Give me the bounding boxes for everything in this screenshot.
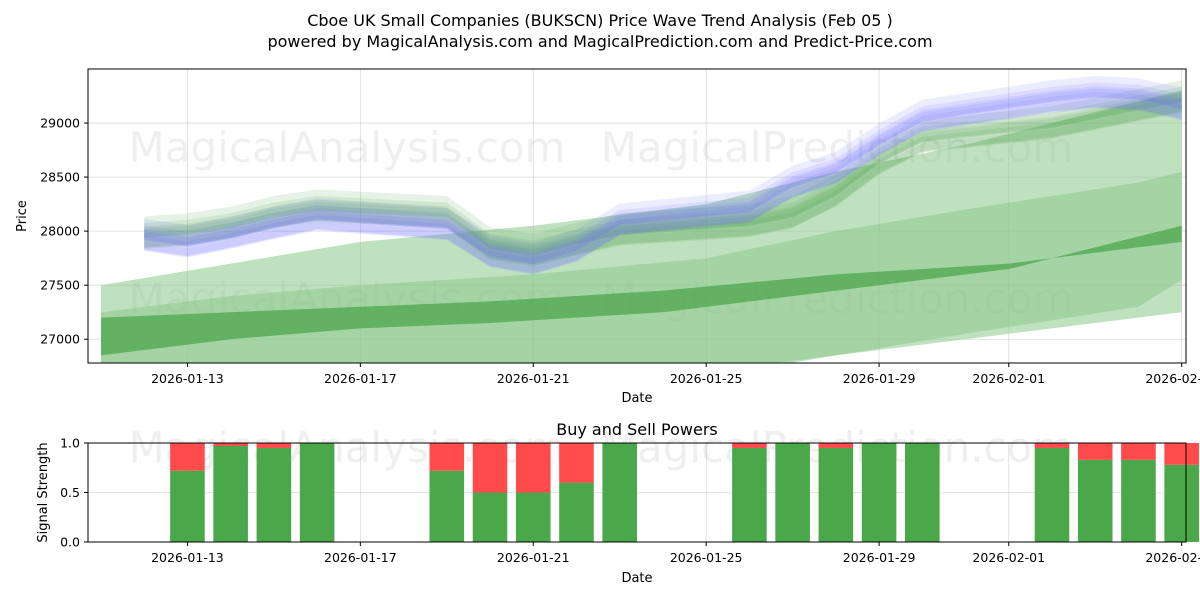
buy-bar (861, 443, 897, 542)
buy-bar (559, 482, 594, 542)
buy-bar (1034, 447, 1070, 542)
buy-bar (1077, 459, 1113, 542)
buy-bar (818, 447, 854, 542)
blue-wave-ribbon (144, 76, 1182, 263)
bottom-panel-title: Buy and Sell Powers (556, 420, 718, 439)
buy-bar (213, 445, 248, 542)
sell-bar (515, 443, 551, 493)
bottom-y-tick-label: 0.5 (60, 485, 80, 500)
green-wave-ribbon (144, 86, 1182, 256)
green-wave-ribbon (144, 103, 1182, 267)
buy-bar (170, 470, 205, 542)
bottom-x-tick-label: 2026-01-21 (497, 550, 570, 565)
sell-bar (1164, 443, 1199, 465)
buy-bar (256, 447, 292, 542)
chart-title: Cboe UK Small Companies (BUKSCN) Price W… (307, 11, 893, 30)
sell-bar (472, 443, 508, 493)
buy-bar (429, 470, 465, 542)
top-x-tick-label: 2026-01-13 (151, 371, 224, 386)
bottom-y-tick-label: 1.0 (60, 436, 80, 451)
bottom-x-tick-label: 2026-02-05 (1145, 550, 1200, 565)
sell-bar (559, 443, 594, 483)
bottom-x-tick-label: 2026-01-17 (324, 550, 397, 565)
chart-subtitle: powered by MagicalAnalysis.com and Magic… (267, 32, 932, 51)
green-wave-ribbon (144, 92, 1182, 256)
blue-wave-ribbon (144, 98, 1182, 275)
bottom-x-tick-label: 2026-01-13 (151, 550, 224, 565)
buy-bar (1121, 459, 1156, 542)
green-wave-ribbon (144, 96, 1182, 266)
top-y-tick-label: 27500 (40, 278, 80, 293)
bottom-x-axis-label: Date (621, 571, 652, 586)
top-x-tick-label: 2026-02-01 (972, 371, 1045, 386)
buy-sell-panel: Buy and Sell PowersMagicalAnalysis.comMa… (36, 420, 1200, 586)
sell-bar (429, 443, 465, 471)
buy-bar (905, 443, 940, 542)
buy-bar (515, 492, 551, 542)
buy-bar (299, 443, 335, 542)
blue-wave-ribbon (144, 92, 1182, 274)
top-y-axis-label: Price (15, 200, 30, 232)
watermark-text: MagicalAnalysis.com (129, 123, 566, 172)
sell-bar (256, 443, 292, 448)
top-x-tick-label: 2026-01-25 (670, 371, 743, 386)
top-y-tick-label: 29000 (40, 116, 80, 131)
top-x-tick-label: 2026-01-29 (843, 371, 916, 386)
buy-bar (775, 443, 810, 542)
buy-bar (602, 443, 637, 542)
blue-wave-ribbon (144, 88, 1182, 265)
top-x-tick-label: 2026-01-21 (497, 371, 570, 386)
bottom-y-axis-label: Signal Strength (36, 442, 51, 542)
sell-bar (1121, 443, 1156, 460)
top-x-tick-label: 2026-02-05 (1145, 371, 1200, 386)
projection-band-3 (101, 225, 1182, 356)
sell-bar (1034, 443, 1070, 448)
bottom-x-tick-label: 2026-02-01 (972, 550, 1045, 565)
top-y-tick-label: 28500 (40, 170, 80, 185)
buy-bar (1164, 464, 1199, 542)
green-wave-ribbon (144, 80, 1182, 255)
sell-bar (732, 443, 767, 448)
top-y-tick-label: 28000 (40, 224, 80, 239)
sell-bar (213, 443, 248, 446)
green-wave-ribbon (144, 90, 1182, 265)
top-x-tick-label: 2026-01-17 (324, 371, 397, 386)
top-axes-frame (87, 68, 1187, 364)
top-x-axis-label: Date (621, 391, 652, 406)
sell-bar (818, 443, 854, 448)
bottom-y-tick-label: 0.0 (60, 535, 80, 550)
bottom-x-tick-label: 2026-01-25 (670, 550, 743, 565)
top-y-tick-label: 27000 (40, 332, 80, 347)
bottom-x-tick-label: 2026-01-29 (843, 550, 916, 565)
buy-bar (732, 447, 767, 542)
sell-bar (170, 443, 205, 471)
price-wave-panel: MagicalAnalysis.com MagicalPrediction.com… (15, 68, 1200, 406)
blue-wave-ribbon (144, 86, 1182, 274)
buy-bar (472, 492, 508, 542)
blue-wave-ribbon (144, 82, 1182, 265)
sell-bar (1077, 443, 1113, 460)
